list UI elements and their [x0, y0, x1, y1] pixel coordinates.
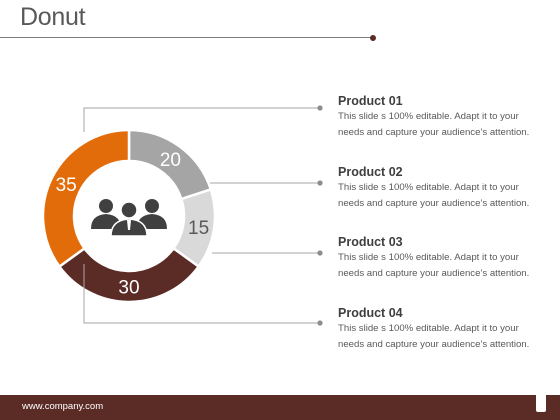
donut-slice-4 — [41, 128, 131, 269]
connector-dot-product-02 — [317, 180, 323, 186]
slide-title: Donut — [20, 3, 86, 31]
donut-value-label-1: 20 — [160, 150, 181, 171]
connector-line-product-01 — [83, 107, 318, 132]
legend-description-line-2: needs and capture your audience’s attent… — [338, 268, 530, 279]
connector-dot-product-04 — [317, 320, 323, 326]
donut-value-label-4: 35 — [56, 175, 77, 196]
legend-description-line-1: This slide s 100% editable. Adapt it to … — [338, 252, 519, 263]
donut-value-label-2: 15 — [188, 218, 209, 239]
legend-title: Product 04 — [338, 306, 403, 320]
legend-item-product-03: Product 03 This slide s 100% editable. A… — [338, 235, 548, 282]
title-underline — [0, 37, 372, 38]
connector-dot-product-01 — [317, 105, 323, 111]
legend-description-line-2: needs and capture your audience’s attent… — [338, 127, 530, 138]
legend-description-line-2: needs and capture your audience’s attent… — [338, 339, 530, 350]
connector-line-product-04 — [83, 264, 318, 324]
legend-title: Product 03 — [338, 235, 403, 249]
legend-description-line-2: needs and capture your audience’s attent… — [338, 198, 530, 209]
footer-notch — [536, 388, 546, 412]
people-group-icon — [91, 199, 167, 237]
title-underline-dot — [370, 34, 376, 41]
connector-dot-product-03 — [317, 250, 323, 256]
legend-title: Product 01 — [338, 94, 403, 108]
legend-description-line-1: This slide s 100% editable. Adapt it to … — [338, 111, 519, 122]
donut-value-label-3: 30 — [118, 278, 139, 299]
legend-description-line-1: This slide s 100% editable. Adapt it to … — [338, 182, 519, 193]
footer-bar: www.company.com — [0, 395, 560, 420]
legend-item-product-02: Product 02 This slide s 100% editable. A… — [338, 165, 548, 212]
footer-url: www.company.com — [22, 401, 104, 412]
legend-description-line-1: This slide s 100% editable. Adapt it to … — [338, 323, 519, 334]
legend-title: Product 02 — [338, 165, 403, 179]
legend-item-product-01: Product 01 This slide s 100% editable. A… — [338, 94, 548, 141]
legend-item-product-04: Product 04 This slide s 100% editable. A… — [338, 306, 548, 353]
